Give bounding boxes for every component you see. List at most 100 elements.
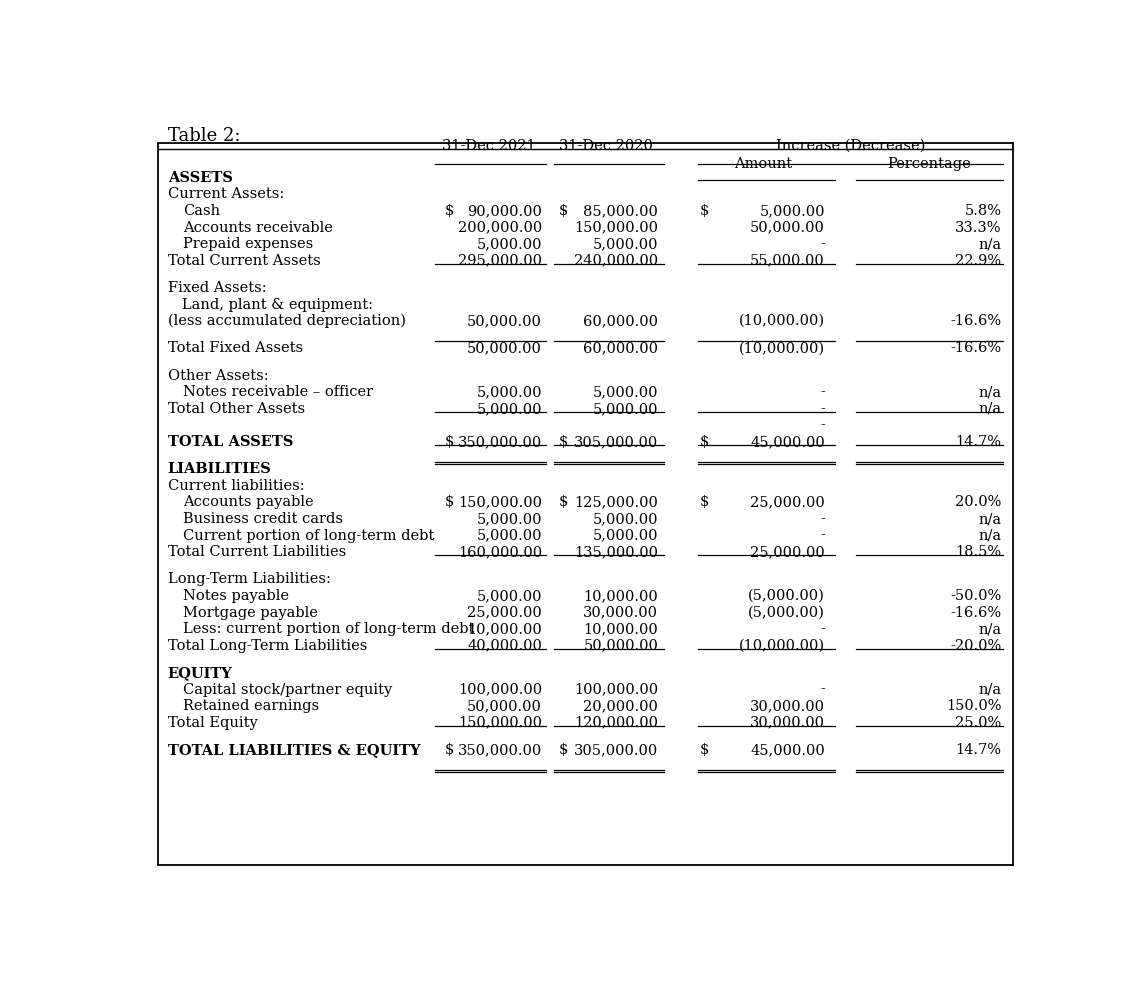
Text: 50,000.00: 50,000.00: [467, 699, 542, 713]
Text: 50,000.00: 50,000.00: [467, 341, 542, 355]
Text: -16.6%: -16.6%: [951, 341, 1001, 355]
Text: 160,000.00: 160,000.00: [458, 545, 542, 559]
Text: 295,000.00: 295,000.00: [458, 253, 542, 268]
Text: 25.0%: 25.0%: [956, 716, 1001, 730]
Text: Capital stock/partner equity: Capital stock/partner equity: [183, 682, 392, 696]
Text: 14.7%: 14.7%: [956, 743, 1001, 757]
Text: 5,000.00: 5,000.00: [477, 589, 542, 603]
Text: (10,000.00): (10,000.00): [738, 341, 825, 355]
Text: (10,000.00): (10,000.00): [738, 639, 825, 653]
Text: $: $: [559, 435, 568, 449]
Text: $: $: [445, 435, 455, 449]
Text: 5,000.00: 5,000.00: [477, 512, 542, 526]
Text: $: $: [445, 743, 455, 757]
Text: 30,000.00: 30,000.00: [750, 699, 825, 713]
Text: n/a: n/a: [978, 386, 1001, 400]
Text: Total Other Assets: Total Other Assets: [168, 402, 305, 416]
Text: 90,000.00: 90,000.00: [467, 204, 542, 218]
Text: (10,000.00): (10,000.00): [738, 315, 825, 328]
Text: $: $: [700, 204, 709, 218]
Text: 55,000.00: 55,000.00: [750, 253, 825, 268]
Text: Business credit cards: Business credit cards: [183, 512, 343, 526]
Text: n/a: n/a: [978, 622, 1001, 636]
Text: 350,000.00: 350,000.00: [457, 435, 542, 449]
Text: 50,000.00: 50,000.00: [750, 221, 825, 234]
Text: Less: current portion of long-term debt: Less: current portion of long-term debt: [183, 622, 474, 636]
Text: 20.0%: 20.0%: [956, 495, 1001, 509]
Text: 5,000.00: 5,000.00: [477, 386, 542, 400]
Text: 305,000.00: 305,000.00: [574, 435, 658, 449]
Text: 350,000.00: 350,000.00: [457, 743, 542, 757]
Text: 25,000.00: 25,000.00: [467, 605, 542, 619]
Text: 85,000.00: 85,000.00: [583, 204, 658, 218]
Text: 31-Dec 2021: 31-Dec 2021: [442, 138, 536, 152]
Text: TOTAL ASSETS: TOTAL ASSETS: [168, 435, 293, 449]
Text: $: $: [700, 743, 709, 757]
Text: 20,000.00: 20,000.00: [583, 699, 658, 713]
Text: n/a: n/a: [978, 237, 1001, 251]
Text: Total Current Liabilities: Total Current Liabilities: [168, 545, 346, 559]
Text: 14.7%: 14.7%: [956, 435, 1001, 449]
Text: -: -: [820, 682, 825, 696]
Text: Notes payable: Notes payable: [183, 589, 289, 603]
Text: $: $: [700, 495, 709, 509]
Text: 240,000.00: 240,000.00: [574, 253, 658, 268]
Text: 45,000.00: 45,000.00: [750, 435, 825, 449]
Text: Land, plant & equipment:: Land, plant & equipment:: [168, 298, 373, 312]
Text: 30,000.00: 30,000.00: [750, 716, 825, 730]
Text: 22.9%: 22.9%: [956, 253, 1001, 268]
Text: 5,000.00: 5,000.00: [477, 528, 542, 543]
Text: Fixed Assets:: Fixed Assets:: [168, 281, 266, 295]
Text: Current Assets:: Current Assets:: [168, 188, 283, 202]
Text: Cash: Cash: [183, 204, 221, 218]
Text: $: $: [700, 435, 709, 449]
Text: Mortgage payable: Mortgage payable: [183, 605, 318, 619]
Text: Retained earnings: Retained earnings: [183, 699, 319, 713]
Text: -: -: [820, 402, 825, 416]
Text: 31-Dec 2020: 31-Dec 2020: [559, 138, 653, 152]
Text: n/a: n/a: [978, 402, 1001, 416]
Text: 100,000.00: 100,000.00: [574, 682, 658, 696]
Text: n/a: n/a: [978, 512, 1001, 526]
Text: 50,000.00: 50,000.00: [467, 315, 542, 328]
Text: 5,000.00: 5,000.00: [593, 512, 658, 526]
Text: 125,000.00: 125,000.00: [575, 495, 658, 509]
Text: 305,000.00: 305,000.00: [574, 743, 658, 757]
Text: Prepaid expenses: Prepaid expenses: [183, 237, 313, 251]
Text: 5,000.00: 5,000.00: [593, 528, 658, 543]
Text: 120,000.00: 120,000.00: [574, 716, 658, 730]
Text: 150,000.00: 150,000.00: [458, 716, 542, 730]
Text: (less accumulated depreciation): (less accumulated depreciation): [168, 314, 406, 328]
Text: Amount: Amount: [734, 157, 792, 171]
Text: ASSETS: ASSETS: [168, 171, 232, 185]
Text: Total Current Assets: Total Current Assets: [168, 253, 320, 268]
Text: Current liabilities:: Current liabilities:: [168, 479, 304, 493]
Text: -: -: [820, 512, 825, 526]
Text: 60,000.00: 60,000.00: [583, 341, 658, 355]
Text: 5,000.00: 5,000.00: [593, 402, 658, 416]
Text: -: -: [820, 418, 825, 432]
Text: 25,000.00: 25,000.00: [750, 495, 825, 509]
Text: -16.6%: -16.6%: [951, 315, 1001, 328]
Text: TOTAL LIABILITIES & EQUITY: TOTAL LIABILITIES & EQUITY: [168, 743, 421, 757]
Text: -20.0%: -20.0%: [950, 639, 1001, 653]
Text: 25,000.00: 25,000.00: [750, 545, 825, 559]
Text: (5,000.00): (5,000.00): [748, 589, 825, 603]
Text: Total Long-Term Liabilities: Total Long-Term Liabilities: [168, 639, 367, 653]
Text: (5,000.00): (5,000.00): [748, 605, 825, 619]
Text: $: $: [559, 743, 568, 757]
Text: -: -: [820, 528, 825, 543]
Text: -: -: [820, 622, 825, 636]
Text: 5,000.00: 5,000.00: [593, 386, 658, 400]
Text: n/a: n/a: [978, 528, 1001, 543]
Text: 150,000.00: 150,000.00: [574, 221, 658, 234]
Text: 5,000.00: 5,000.00: [477, 402, 542, 416]
Text: $: $: [559, 204, 568, 218]
Text: Table 2:: Table 2:: [168, 128, 240, 145]
Text: 10,000.00: 10,000.00: [583, 622, 658, 636]
Text: 10,000.00: 10,000.00: [467, 622, 542, 636]
Text: 5.8%: 5.8%: [965, 204, 1001, 218]
Text: 5,000.00: 5,000.00: [477, 237, 542, 251]
Text: 50,000.00: 50,000.00: [583, 639, 658, 653]
Text: 200,000.00: 200,000.00: [457, 221, 542, 234]
